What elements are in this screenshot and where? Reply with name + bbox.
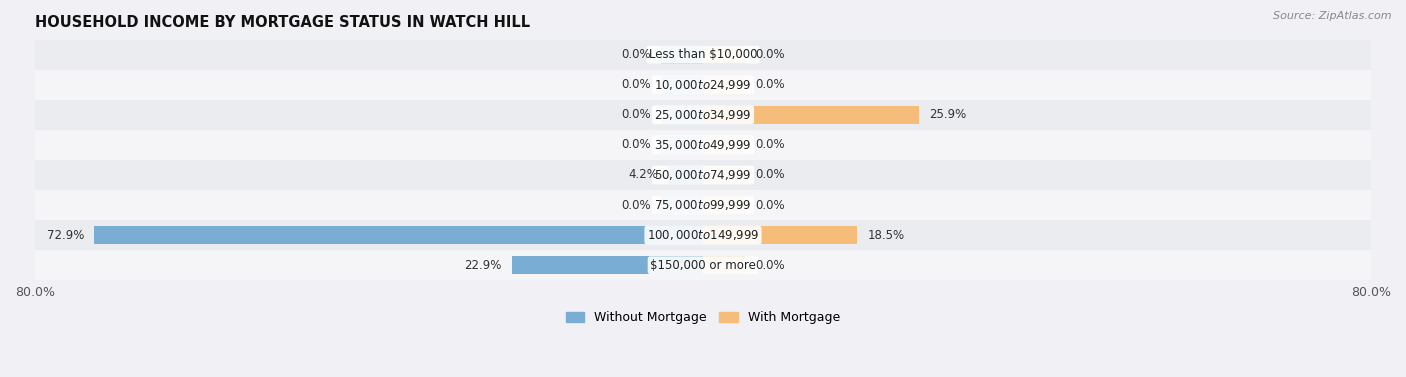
Text: 0.0%: 0.0% [755, 78, 785, 91]
Text: 0.0%: 0.0% [621, 108, 651, 121]
Text: $25,000 to $34,999: $25,000 to $34,999 [654, 108, 752, 122]
Bar [35, 100, 1371, 130]
Text: $35,000 to $49,999: $35,000 to $49,999 [654, 138, 752, 152]
Text: 25.9%: 25.9% [929, 108, 966, 121]
Text: Source: ZipAtlas.com: Source: ZipAtlas.com [1274, 11, 1392, 21]
Text: HOUSEHOLD INCOME BY MORTGAGE STATUS IN WATCH HILL: HOUSEHOLD INCOME BY MORTGAGE STATUS IN W… [35, 15, 530, 30]
Bar [668, 166, 703, 184]
Text: $50,000 to $74,999: $50,000 to $74,999 [654, 168, 752, 182]
Text: 0.0%: 0.0% [621, 78, 651, 91]
Bar [661, 46, 703, 64]
Bar [661, 136, 703, 154]
Text: 18.5%: 18.5% [868, 228, 904, 242]
Bar [703, 136, 745, 154]
Bar [35, 160, 1371, 190]
Bar [703, 46, 745, 64]
Text: $10,000 to $24,999: $10,000 to $24,999 [654, 78, 752, 92]
Text: $150,000 or more: $150,000 or more [650, 259, 756, 272]
Bar [35, 250, 1371, 280]
Bar [703, 106, 920, 124]
Text: 72.9%: 72.9% [46, 228, 84, 242]
Text: 0.0%: 0.0% [755, 259, 785, 272]
Bar [35, 40, 1371, 70]
Text: 0.0%: 0.0% [755, 199, 785, 211]
Text: $75,000 to $99,999: $75,000 to $99,999 [654, 198, 752, 212]
Text: 0.0%: 0.0% [621, 199, 651, 211]
Bar [661, 106, 703, 124]
Bar [35, 190, 1371, 220]
Bar [703, 166, 745, 184]
Legend: Without Mortgage, With Mortgage: Without Mortgage, With Mortgage [561, 306, 845, 329]
Text: $100,000 to $149,999: $100,000 to $149,999 [647, 228, 759, 242]
Text: 0.0%: 0.0% [621, 48, 651, 61]
Text: 0.0%: 0.0% [755, 48, 785, 61]
Bar [661, 76, 703, 94]
Bar [35, 70, 1371, 100]
Bar [703, 226, 858, 244]
Text: 22.9%: 22.9% [464, 259, 502, 272]
Text: 0.0%: 0.0% [755, 169, 785, 181]
Bar [703, 256, 745, 274]
Text: 0.0%: 0.0% [621, 138, 651, 152]
Text: 0.0%: 0.0% [755, 138, 785, 152]
Text: 4.2%: 4.2% [628, 169, 658, 181]
Bar [35, 220, 1371, 250]
Bar [94, 226, 703, 244]
Bar [703, 76, 745, 94]
Text: Less than $10,000: Less than $10,000 [648, 48, 758, 61]
Bar [35, 130, 1371, 160]
Bar [661, 196, 703, 214]
Bar [512, 256, 703, 274]
Bar [703, 196, 745, 214]
